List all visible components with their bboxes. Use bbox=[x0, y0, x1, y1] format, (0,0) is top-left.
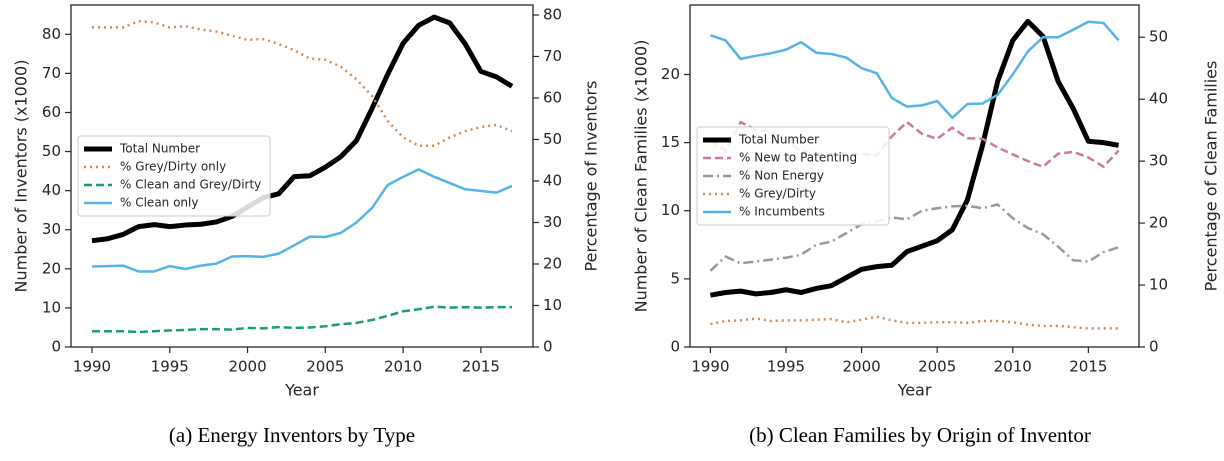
x-tick-label: 2005 bbox=[306, 358, 344, 376]
y2-tick-label: 0 bbox=[1149, 338, 1159, 356]
series-line bbox=[91, 168, 513, 273]
y2-tick-label: 60 bbox=[543, 88, 562, 106]
y2-tick-label: 50 bbox=[1149, 28, 1168, 46]
series-line bbox=[92, 305, 512, 334]
x-tick-label: 2000 bbox=[228, 358, 266, 376]
plot-frame bbox=[689, 4, 1140, 348]
x-tick-label: 2015 bbox=[462, 358, 500, 376]
chart: 1990 1995 2000 2005 2010 2015 0 5 10 15 20 0 10 20 30 4… bbox=[632, 4, 1221, 447]
y2-tick-label: 70 bbox=[543, 47, 562, 65]
y-tick-label: 5 bbox=[670, 269, 680, 287]
series-line bbox=[92, 19, 513, 147]
y2-tick-label: 0 bbox=[543, 338, 553, 356]
legend-label: % Clean and Grey/Dirty bbox=[120, 178, 261, 192]
x-tick-label: 2015 bbox=[1069, 358, 1107, 376]
legend-label: % Incumbents bbox=[739, 205, 825, 219]
y-tick-label: 30 bbox=[42, 220, 61, 238]
y2-tick-label: 30 bbox=[1149, 152, 1168, 170]
legend-label: Total Number bbox=[119, 142, 200, 156]
y-tick-label: 70 bbox=[42, 64, 61, 82]
legend-label: % Grey/Dirty only bbox=[120, 160, 226, 174]
y-axis-label: Number of Inventors (x1000) bbox=[12, 60, 31, 293]
legend-label: % New to Patenting bbox=[739, 151, 857, 165]
y-tick-label: 60 bbox=[42, 103, 61, 121]
x-tick-label: 2000 bbox=[842, 358, 880, 376]
series-line bbox=[91, 14, 514, 244]
plot-frame bbox=[70, 4, 534, 348]
y2-tick-label: 20 bbox=[543, 254, 562, 272]
legend: Total Number % New to Patenting % Non Ener… bbox=[696, 126, 890, 226]
x-tick-label: 2010 bbox=[994, 358, 1032, 376]
y-tick-label: 20 bbox=[661, 65, 680, 83]
x-axis-label: Year bbox=[284, 381, 319, 400]
y2-tick-label: 10 bbox=[1149, 276, 1168, 294]
legend-label: Total Number bbox=[738, 133, 819, 147]
y2-axis-label: Percentage of Inventors bbox=[582, 81, 601, 272]
chart: 1990 1995 2000 2005 2010 20150102030405060708… bbox=[12, 4, 601, 447]
legend-box bbox=[77, 135, 271, 217]
caption: (b) Clean Families by Origin of Inventor bbox=[749, 423, 1091, 447]
y2-tick-label: 40 bbox=[543, 171, 562, 189]
x-tick-label: 1990 bbox=[691, 358, 729, 376]
series-line bbox=[710, 20, 1120, 120]
y-axis-label: Number of Clean Families (x1000) bbox=[632, 40, 651, 313]
series-line bbox=[709, 203, 1119, 272]
series-line bbox=[710, 315, 1119, 330]
y2-tick-label: 20 bbox=[1149, 214, 1168, 232]
y-tick-label: 40 bbox=[42, 181, 61, 199]
y2-tick-label: 30 bbox=[543, 213, 562, 231]
y2-tick-label: 40 bbox=[1149, 90, 1168, 108]
y-tick-label: 50 bbox=[42, 142, 61, 160]
y-tick-label: 10 bbox=[42, 298, 61, 316]
x-tick-label: 1990 bbox=[73, 358, 111, 376]
y-tick-label: 15 bbox=[661, 133, 680, 151]
x-axis-label: Year bbox=[897, 381, 932, 400]
y2-tick-label: 80 bbox=[543, 5, 562, 23]
y-tick-label: 80 bbox=[42, 25, 61, 43]
y-tick-label: 0 bbox=[670, 338, 680, 356]
x-tick-label: 2010 bbox=[384, 358, 422, 376]
legend-label: % Grey/Dirty bbox=[739, 187, 816, 201]
legend-label: % Non Energy bbox=[739, 169, 824, 183]
x-tick-label: 2005 bbox=[918, 358, 956, 376]
y2-tick-label: 10 bbox=[543, 296, 562, 314]
x-tick-label: 1995 bbox=[151, 358, 189, 376]
legend-label: % Clean only bbox=[120, 196, 198, 210]
y-tick-label: 20 bbox=[42, 259, 61, 277]
legend-box bbox=[696, 126, 890, 226]
x-tick-label: 1995 bbox=[767, 358, 805, 376]
y-tick-label: 10 bbox=[661, 201, 680, 219]
y-tick-label: 0 bbox=[51, 338, 61, 356]
series-line bbox=[709, 18, 1120, 298]
legend: Total Number % Grey/Dirty only % Clean and… bbox=[77, 135, 271, 217]
y2-axis-label: Percentage of Clean Families bbox=[1202, 61, 1221, 292]
y2-tick-label: 50 bbox=[543, 130, 562, 148]
caption: (a) Energy Inventors by Type bbox=[169, 423, 415, 447]
